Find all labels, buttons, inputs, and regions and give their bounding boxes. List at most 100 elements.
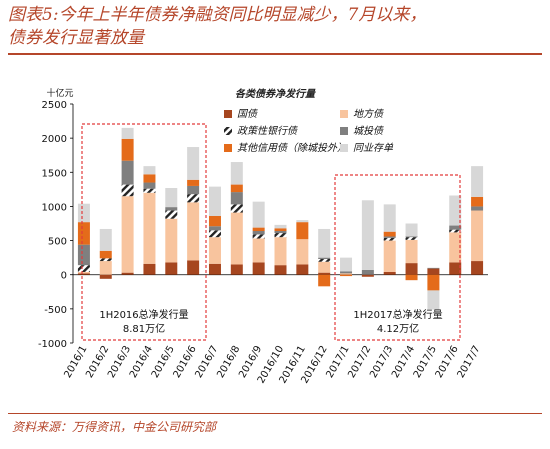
bar-segment-govt (252, 262, 265, 275)
chart-title-block: 图表5:今年上半年债券净融资同比明显减少，7月以来， 债券发行显著放量 (8, 4, 543, 50)
title-line-2: 债券发行显著放量 (8, 28, 144, 48)
bar-segment-govt (296, 264, 309, 275)
annotation-text-2017-line1: 1H2017总净发行量 (353, 308, 442, 321)
bar-segment-other (340, 274, 353, 277)
bar-segment-govt (471, 261, 484, 275)
bar-segment-policy (230, 204, 243, 213)
bar-segment-other (187, 179, 200, 186)
title-divider (8, 53, 542, 55)
bar-segment-ncd (187, 147, 200, 180)
bar-segment-govt (77, 273, 90, 275)
bar-segment-local (208, 237, 221, 264)
bar-segment-policy (187, 194, 200, 203)
bar-segment-ncd (383, 204, 396, 232)
y-tick-label: 500 (48, 237, 67, 248)
bar-segment-govt (383, 271, 396, 275)
y-tick-label: 1000 (42, 202, 67, 213)
bar-segment-local (383, 240, 396, 272)
y-tick-label: 2500 (42, 100, 67, 111)
bar-segment-local (187, 202, 200, 261)
bar-segment-urban (427, 267, 440, 269)
bar-segment-policy (318, 259, 331, 262)
bar-segment-ncd (165, 187, 178, 208)
bar-segment-urban (208, 226, 221, 231)
legend-swatch-policy (224, 127, 232, 135)
legend-label-ncd: 同业存单 (353, 142, 394, 154)
y-tick-label: -1000 (38, 339, 67, 350)
bar-segment-urban (471, 206, 484, 211)
bar-segment-ncd (427, 290, 440, 310)
y-tick-label: 1500 (42, 168, 67, 179)
bar-segment-ncd (99, 228, 112, 251)
annotation-box-2017 (334, 174, 461, 341)
bar-segment-ncd (252, 201, 265, 228)
bar-segment-policy (383, 237, 396, 241)
bar-segment-ncd (318, 228, 331, 258)
bar-segment-other (427, 274, 440, 291)
y-axis-label: 十亿元 (46, 87, 73, 99)
bar-segment-policy (449, 229, 462, 233)
legend-label-urban: 城投债 (353, 125, 384, 137)
legend-swatch-other (224, 144, 232, 152)
title-line-1: 图表5:今年上半年债券净融资同比明显减少，7月以来， (8, 5, 427, 25)
bar-segment-govt (449, 262, 462, 275)
bar-segment-local (471, 210, 484, 262)
chart-inner-title: 各类债券净发行量 (235, 88, 317, 100)
bar-segment-govt (405, 263, 418, 275)
y-tick-label: -500 (44, 305, 67, 316)
bar-segment-govt (427, 268, 440, 275)
bar-segment-ncd (274, 224, 287, 229)
bar-segment-govt (99, 274, 112, 279)
legend-label-local: 地方债 (353, 108, 384, 120)
bar-segment-ncd (449, 195, 462, 226)
bar-segment-policy (208, 230, 221, 238)
bar-segment-ncd (77, 203, 90, 223)
legend-label-other: 其他信用债（除城投外） (237, 142, 347, 154)
bar-segment-local (449, 232, 462, 263)
bar-segment-urban (405, 236, 418, 238)
bar-segment-policy (121, 184, 134, 197)
bar-segment-policy (405, 237, 418, 240)
bar-segment-ncd (405, 223, 418, 237)
bar-segment-other (296, 222, 309, 240)
bar-segment-policy (99, 258, 112, 262)
annotation-text-2017-line2: 4.12万亿 (377, 322, 419, 335)
bar-segment-policy (77, 265, 90, 272)
bar-segment-urban (252, 231, 265, 235)
bar-segment-urban (165, 207, 178, 211)
bar-segment-policy (252, 234, 265, 239)
legend-label-policy: 政策性银行债 (237, 125, 298, 137)
bar-segment-ncd (340, 257, 353, 272)
y-tick-label: 0 (61, 271, 67, 282)
bar-segment-other (405, 274, 418, 281)
bar-segment-local (296, 239, 309, 265)
bar-segment-other (143, 174, 156, 183)
bar-segment-urban (449, 225, 462, 230)
bar-segment-local (274, 237, 287, 266)
bar-segment-local (230, 212, 243, 265)
bar-segment-ncd (208, 186, 221, 216)
bar-segment-other (383, 231, 396, 237)
bar-segment-local (77, 271, 90, 274)
bar-segment-urban (340, 271, 353, 274)
y-tick-label: 2000 (42, 134, 67, 145)
bar-segment-other (121, 138, 134, 161)
bar-segment-local (121, 196, 134, 273)
bar-segment-local (340, 273, 353, 275)
bar-segment-urban (274, 231, 287, 234)
legend-swatch-ncd (340, 144, 348, 152)
bar-segment-urban (77, 244, 90, 266)
bar-segment-other (208, 215, 221, 227)
bar-segment-other (230, 184, 243, 193)
footer-divider (8, 413, 542, 414)
bar-segment-local (99, 261, 112, 275)
bar-segment-local (318, 261, 331, 273)
bar-segment-urban (143, 182, 156, 189)
bar-segment-govt (208, 263, 221, 275)
bar-segment-govt (165, 262, 178, 275)
annotation-text-2016-line1: 1H2016总净发行量 (99, 308, 188, 321)
bar-segment-govt (318, 272, 331, 275)
bar-segment-urban (230, 192, 243, 205)
bar-segment-other (99, 250, 112, 259)
